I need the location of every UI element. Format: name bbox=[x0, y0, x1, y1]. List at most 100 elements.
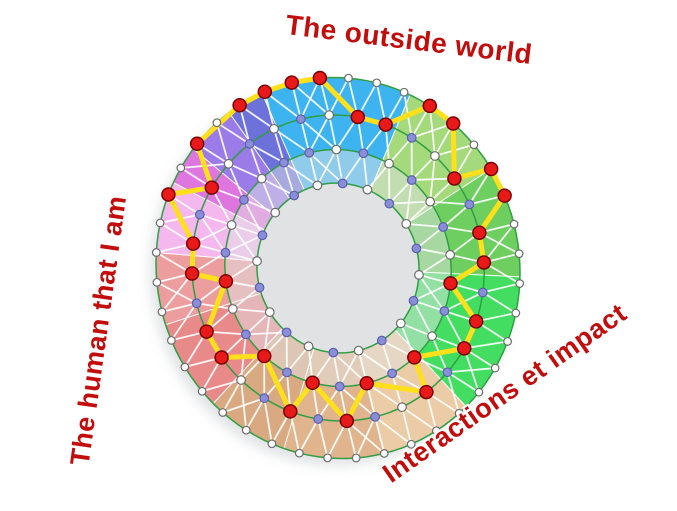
graph-node-red[interactable] bbox=[161, 187, 176, 202]
graph-node-purple[interactable] bbox=[406, 132, 417, 143]
graph-node-purple[interactable] bbox=[259, 393, 270, 404]
graph-node-white[interactable] bbox=[264, 307, 275, 318]
graph-node-white[interactable] bbox=[427, 331, 437, 342]
graph-node-red[interactable] bbox=[184, 266, 200, 281]
graph-node-purple[interactable] bbox=[239, 194, 249, 205]
graph-node-red[interactable] bbox=[218, 273, 234, 289]
graph-node-white[interactable] bbox=[241, 425, 251, 435]
graph-node-red[interactable] bbox=[283, 404, 298, 419]
graph-node-purple[interactable] bbox=[334, 381, 345, 392]
graph-node-white[interactable] bbox=[372, 78, 382, 88]
graph-node-white[interactable] bbox=[226, 220, 237, 230]
graph-node-red[interactable] bbox=[199, 324, 214, 339]
graph-node-white[interactable] bbox=[180, 362, 190, 372]
graph-node-white[interactable] bbox=[511, 308, 521, 318]
graph-node-white[interactable] bbox=[353, 345, 364, 356]
graph-node-purple[interactable] bbox=[464, 199, 475, 210]
graph-node-white[interactable] bbox=[252, 256, 262, 266]
graph-node-white[interactable] bbox=[151, 248, 161, 257]
graph-node-white[interactable] bbox=[236, 375, 246, 385]
graph-node-purple[interactable] bbox=[438, 222, 449, 232]
graph-node-red[interactable] bbox=[305, 375, 320, 390]
graph-node-white[interactable] bbox=[514, 249, 524, 259]
graph-node-purple[interactable] bbox=[384, 198, 395, 209]
graph-node-red[interactable] bbox=[350, 109, 366, 125]
graph-node-purple[interactable] bbox=[328, 347, 339, 358]
graph-node-red[interactable] bbox=[378, 117, 393, 132]
graph-node-purple[interactable] bbox=[240, 329, 251, 340]
graph-node-white[interactable] bbox=[454, 408, 464, 418]
graph-node-purple[interactable] bbox=[313, 414, 324, 424]
graph-node-white[interactable] bbox=[303, 341, 314, 352]
graph-node-purple[interactable] bbox=[244, 139, 255, 149]
graph-node-purple[interactable] bbox=[442, 367, 453, 378]
graph-node-white[interactable] bbox=[406, 439, 416, 449]
graph-node-white[interactable] bbox=[218, 408, 228, 417]
graph-node-purple[interactable] bbox=[257, 230, 268, 241]
graph-node-red[interactable] bbox=[472, 225, 487, 241]
graph-node-white[interactable] bbox=[227, 304, 238, 314]
graph-node-white[interactable] bbox=[430, 151, 440, 161]
graph-node-red[interactable] bbox=[214, 350, 229, 365]
graph-node-white[interactable] bbox=[474, 387, 484, 397]
graph-node-white[interactable] bbox=[267, 439, 277, 449]
graph-node-red[interactable] bbox=[456, 341, 472, 356]
graph-node-red[interactable] bbox=[445, 116, 461, 131]
graph-node-purple[interactable] bbox=[370, 411, 381, 422]
graph-node-white[interactable] bbox=[323, 453, 332, 463]
graph-node-white[interactable] bbox=[490, 363, 500, 373]
graph-node-white[interactable] bbox=[270, 207, 281, 218]
graph-node-purple[interactable] bbox=[254, 282, 265, 293]
graph-node-white[interactable] bbox=[324, 110, 335, 120]
graph-node-white[interactable] bbox=[515, 279, 525, 288]
graph-node-red[interactable] bbox=[447, 171, 462, 186]
graph-node-white[interactable] bbox=[469, 140, 479, 150]
graph-node-purple[interactable] bbox=[295, 114, 306, 125]
graph-node-red[interactable] bbox=[497, 188, 512, 203]
graph-node-red[interactable] bbox=[257, 348, 272, 364]
graph-node-purple[interactable] bbox=[304, 147, 315, 158]
graph-node-purple[interactable] bbox=[191, 298, 202, 309]
graph-node-white[interactable] bbox=[197, 386, 207, 396]
graph-node-red[interactable] bbox=[204, 180, 220, 195]
graph-node-white[interactable] bbox=[503, 337, 512, 346]
graph-node-white[interactable] bbox=[401, 218, 412, 229]
graph-node-purple[interactable] bbox=[281, 327, 292, 338]
graph-node-white[interactable] bbox=[157, 307, 167, 317]
graph-node-purple[interactable] bbox=[358, 148, 369, 159]
graph-node-red[interactable] bbox=[407, 350, 422, 365]
graph-node-purple[interactable] bbox=[387, 368, 397, 379]
graph-node-white[interactable] bbox=[397, 402, 407, 413]
graph-node-white[interactable] bbox=[166, 335, 176, 345]
graph-node-white[interactable] bbox=[212, 118, 222, 128]
graph-node-red[interactable] bbox=[189, 136, 205, 152]
graph-node-white[interactable] bbox=[362, 184, 373, 195]
graph-node-purple[interactable] bbox=[220, 247, 231, 258]
graph-node-white[interactable] bbox=[312, 180, 323, 191]
graph-node-purple[interactable] bbox=[282, 367, 292, 378]
graph-node-white[interactable] bbox=[269, 123, 279, 134]
graph-node-red[interactable] bbox=[419, 384, 434, 400]
graph-node-purple[interactable] bbox=[411, 243, 422, 254]
graph-node-purple[interactable] bbox=[337, 178, 348, 189]
graph-node-white[interactable] bbox=[152, 277, 162, 287]
graph-node-white[interactable] bbox=[256, 173, 267, 184]
graph-node-white[interactable] bbox=[155, 218, 165, 228]
graph-node-white[interactable] bbox=[344, 73, 353, 83]
graph-node-white[interactable] bbox=[509, 219, 519, 229]
graph-node-red[interactable] bbox=[483, 161, 499, 177]
graph-node-red[interactable] bbox=[312, 70, 328, 86]
graph-node-white[interactable] bbox=[384, 158, 394, 169]
graph-node-white[interactable] bbox=[445, 249, 456, 260]
graph-node-red[interactable] bbox=[422, 98, 438, 114]
graph-node-red[interactable] bbox=[359, 376, 374, 391]
graph-node-red[interactable] bbox=[468, 314, 484, 329]
graph-node-purple[interactable] bbox=[439, 306, 450, 316]
graph-node-white[interactable] bbox=[176, 163, 186, 173]
graph-node-white[interactable] bbox=[399, 87, 409, 97]
graph-node-purple[interactable] bbox=[376, 335, 387, 346]
graph-node-purple[interactable] bbox=[279, 157, 289, 168]
graph-node-white[interactable] bbox=[351, 453, 361, 463]
graph-node-red[interactable] bbox=[257, 84, 273, 100]
graph-node-white[interactable] bbox=[431, 426, 441, 436]
